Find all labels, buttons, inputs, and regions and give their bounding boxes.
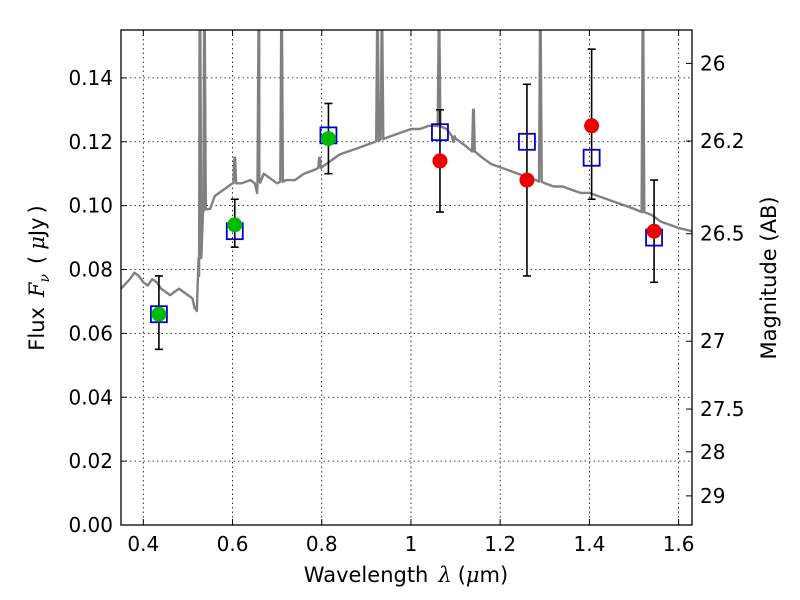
ground-point [151, 306, 167, 322]
x-tick-label: 1.6 [663, 532, 695, 556]
y2-tick-label: 27.5 [700, 397, 745, 421]
x-tick-label: 1.2 [484, 532, 516, 556]
y-tick-label: 0.06 [68, 321, 113, 345]
y2-tick-label: 29 [700, 484, 725, 508]
x-tick-label: 0.6 [217, 532, 249, 556]
y-axis-label: FluxFν(μJy) [25, 205, 53, 350]
y-tick-label: 0.00 [68, 513, 113, 537]
plot-frame [120, 29, 693, 526]
x-axis-label: Wavelength λ (μm) [304, 563, 508, 587]
y-tick-label: 0.04 [68, 385, 113, 409]
x-tick-label: 0.8 [306, 532, 338, 556]
x-tick-label: 1.4 [573, 532, 605, 556]
model-band-square [582, 148, 601, 167]
space-point [432, 153, 448, 169]
model-band-square [150, 305, 168, 324]
ground-point [320, 131, 336, 147]
y2-tick-label: 28 [700, 440, 725, 464]
y2-tick-label: 26.5 [700, 222, 745, 246]
grid-lines [121, 30, 692, 526]
y-tick-label: 0.02 [68, 449, 113, 473]
y2-tick-label: 26.2 [700, 129, 745, 153]
space-point [519, 172, 535, 188]
x-tick-label: 0.4 [127, 532, 159, 556]
y-tick-label: 0.08 [68, 258, 113, 282]
axis-ticks: 0.4 0.6 0.8 1 1.2 1.4 1.6 0.00 0.02 0.04 0.06 0.08 0… [68, 30, 745, 556]
ground-point [227, 217, 243, 233]
model-band-square [518, 132, 536, 151]
space-point [584, 118, 600, 134]
y-tick-label: 0.12 [68, 130, 113, 154]
model-band-square [431, 123, 449, 142]
space-point [646, 223, 662, 239]
y2-axis-label: Magnitude (AB) [757, 196, 781, 359]
y2-tick-label: 27 [700, 329, 725, 353]
model-spectrum-line [121, 30, 692, 313]
plot-area [121, 30, 692, 351]
y-tick-label: 0.14 [68, 66, 113, 90]
y2-tick-label: 26 [700, 51, 725, 75]
y-tick-label: 0.10 [68, 194, 113, 218]
x-tick-label: 1 [405, 532, 418, 556]
